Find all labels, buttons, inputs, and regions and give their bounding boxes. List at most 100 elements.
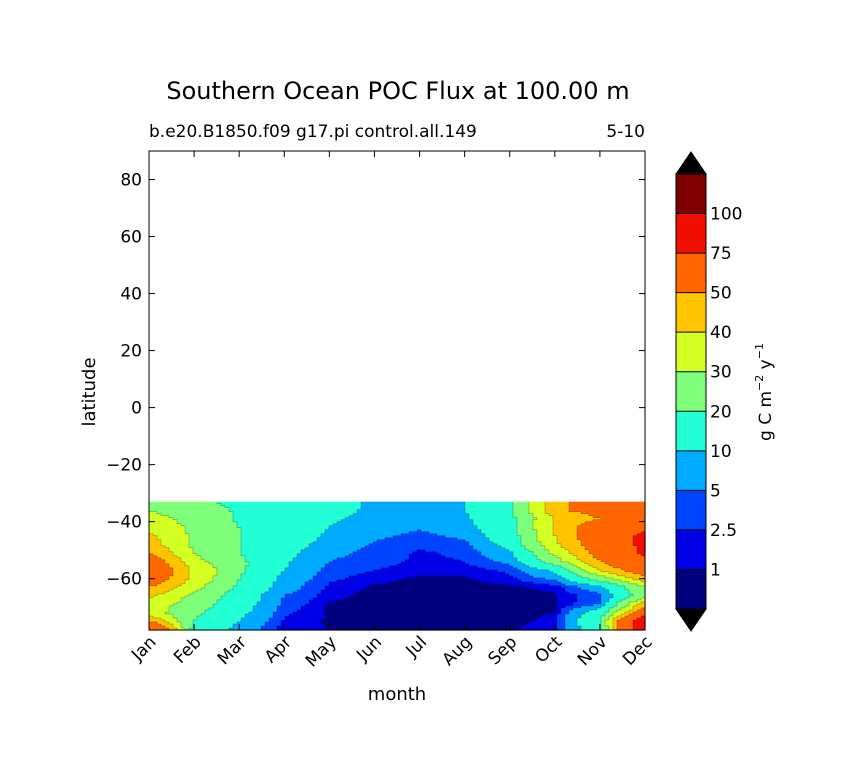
contour-cell: [577, 567, 582, 571]
contour-cell: [341, 577, 346, 581]
contour-cell: [637, 537, 642, 541]
contour-cell: [397, 511, 402, 515]
contour-cell: [397, 561, 402, 565]
contour-cell: [249, 577, 254, 581]
contour-cell: [485, 563, 490, 567]
contour-cell: [237, 559, 242, 563]
contour-cell: [501, 503, 506, 507]
contour-cell: [225, 559, 230, 563]
contour-cell: [353, 545, 358, 549]
contour-cell: [389, 549, 394, 553]
contour-cell: [609, 523, 614, 527]
contour-cell: [269, 573, 274, 577]
contour-cell: [313, 509, 318, 513]
contour-cell: [513, 545, 518, 549]
contour-cell: [329, 579, 334, 583]
contour-cell: [293, 517, 298, 521]
contour-cell: [449, 509, 454, 513]
contour-cell: [589, 557, 594, 561]
contour-cell: [329, 551, 334, 555]
contour-cell: [521, 559, 526, 563]
contour-cell: [577, 575, 582, 579]
contour-cell: [469, 529, 474, 533]
contour-cell: [233, 533, 238, 537]
contour-cell: [457, 545, 462, 549]
contour-cell: [473, 543, 478, 547]
contour-cell: [265, 515, 270, 519]
contour-cell: [229, 577, 234, 581]
contour-cell: [413, 525, 418, 529]
contour-cell: [609, 565, 614, 569]
contour-cell: [337, 505, 342, 509]
contour-cell: [281, 567, 286, 571]
contour-cell: [193, 509, 198, 513]
contour-cell: [425, 537, 430, 541]
contour-cell: [621, 505, 626, 509]
contour-cell: [437, 519, 442, 523]
contour-cell: [393, 537, 398, 541]
contour-cell: [281, 505, 286, 509]
contour-cell: [201, 579, 206, 583]
contour-cell: [557, 517, 562, 521]
contour-cell: [629, 501, 634, 505]
contour-cell: [305, 561, 310, 565]
contour-cell: [269, 521, 274, 525]
contour-cell: [433, 511, 438, 515]
contour-cell: [497, 559, 502, 563]
contour-cell: [421, 513, 426, 517]
contour-cell: [477, 551, 482, 555]
contour-cell: [193, 539, 198, 543]
contour-cell: [545, 509, 550, 513]
contour-cell: [237, 501, 242, 505]
contour-cell: [209, 531, 214, 535]
contour-cell: [489, 567, 494, 571]
contour-cell: [345, 557, 350, 561]
contour-cell: [317, 537, 322, 541]
contour-cell: [505, 577, 510, 581]
contour-cell: [297, 569, 302, 573]
contour-cell: [161, 575, 166, 579]
contour-cell: [345, 513, 350, 517]
contour-cell: [637, 527, 642, 531]
contour-cell: [193, 551, 198, 555]
contour-cell: [541, 567, 546, 571]
contour-cell: [385, 511, 390, 515]
contour-cell: [601, 505, 606, 509]
contour-cell: [485, 537, 490, 541]
contour-cell: [361, 569, 366, 573]
contour-cell: [437, 571, 442, 575]
contour-cell: [345, 521, 350, 525]
contour-cell: [325, 545, 330, 549]
contour-cell: [497, 533, 502, 537]
contour-cell: [501, 511, 506, 515]
contour-cell: [301, 549, 306, 553]
contour-cell: [209, 571, 214, 575]
contour-cell: [153, 517, 158, 521]
contour-cell: [149, 543, 154, 547]
contour-cell: [173, 533, 178, 537]
contour-cell: [185, 523, 190, 527]
contour-cell: [197, 563, 202, 567]
contour-cell: [481, 577, 486, 581]
contour-cell: [609, 579, 614, 583]
contour-cell: [337, 509, 342, 513]
contour-cell: [177, 503, 182, 507]
contour-cell: [461, 531, 466, 535]
contour-cell: [629, 509, 634, 513]
contour-cell: [317, 515, 322, 519]
contour-cell: [437, 569, 442, 573]
contour-cell: [449, 573, 454, 577]
contour-cell: [593, 517, 598, 521]
contour-cell: [409, 543, 414, 547]
contour-cell: [341, 509, 346, 513]
contour-cell: [625, 567, 630, 571]
contour-cell: [553, 535, 558, 539]
contour-cell: [305, 545, 310, 549]
contour-cell: [557, 537, 562, 541]
contour-cell: [641, 555, 646, 559]
contour-cell: [581, 551, 586, 555]
contour-cell: [281, 555, 286, 559]
contour-cell: [341, 531, 346, 535]
contour-cell: [293, 555, 298, 559]
contour-cell: [201, 575, 206, 579]
